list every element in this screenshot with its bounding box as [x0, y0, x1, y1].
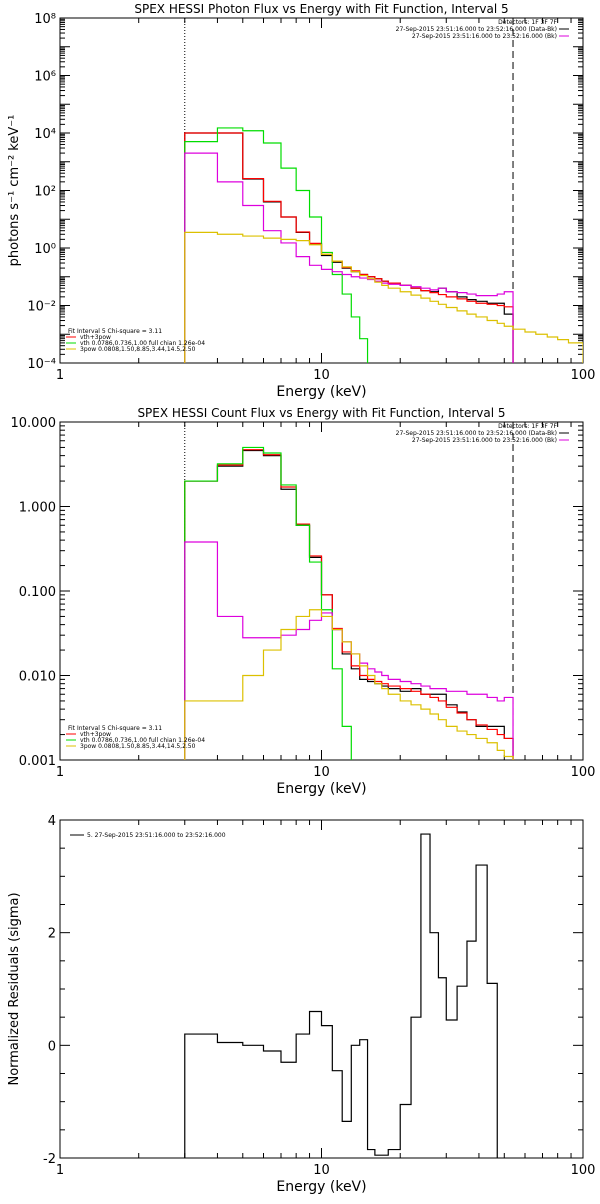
series-bk — [184, 152, 514, 363]
y-axis-label: photons s⁻¹ cm⁻² keV⁻¹ — [7, 115, 22, 267]
legend-entry: 27-Sep-2015 23:51:16.000 to 23:52:16.000… — [396, 430, 557, 437]
legend-entry: 3pow 0.0808,1.50,8.85,3.44,14.5,2.50 — [80, 743, 196, 750]
series-3pow — [184, 231, 583, 363]
legend-entry: 27-Sep-2015 23:51:16.000 to 23:52:16.000… — [396, 26, 557, 33]
y-tick-label: 0.100 — [19, 585, 56, 600]
y-tick-label: 0 — [48, 1039, 56, 1054]
series-group — [184, 833, 498, 1158]
y-tick-label: 4 — [48, 814, 56, 829]
legend-entry: Detectors: 1F 3F 7F — [498, 423, 557, 430]
y-tick-label: 1.000 — [19, 501, 56, 516]
series-5-27-sep-2015-23-51-16-000-to-23-52-16-000 — [184, 833, 498, 1158]
legend-entry: Fit Interval 5 Chi-square = 3.11 — [68, 725, 162, 732]
y-tick-label: 0.010 — [19, 670, 56, 685]
x-tick-label: 100 — [571, 765, 596, 780]
x-tick-label: 10 — [313, 765, 330, 780]
y-tick-label: 2 — [48, 927, 56, 942]
x-axis-ticks: 1 10 100 — [56, 422, 596, 780]
series-bk — [184, 541, 514, 760]
series-vth — [184, 127, 369, 363]
x-tick-label: 100 — [571, 1163, 596, 1178]
panel-1: SPEX HESSI Photon Flux vs Energy with Fi… — [7, 2, 595, 400]
y-tick-label: 10⁰ — [34, 242, 56, 257]
y-tick-label: 10.000 — [11, 416, 57, 431]
series-vth — [184, 446, 369, 760]
y-tick-label: 10² — [34, 185, 56, 200]
series-3pow — [184, 609, 514, 760]
legend-entry: vth+3pow — [80, 334, 111, 341]
y-tick-label: 0.001 — [19, 754, 56, 769]
x-axis-label: Energy (keV) — [276, 1179, 366, 1195]
y-tick-label: 10⁴ — [34, 127, 56, 142]
x-axis-label: Energy (keV) — [276, 384, 366, 400]
legend-entry: 3pow 0.0808,1.50,8.85,3.44,14.5,2.50 — [80, 346, 196, 353]
x-tick-label: 10 — [313, 1163, 330, 1178]
y-tick-label: 10⁻⁴ — [27, 357, 56, 372]
series-data-bk — [184, 132, 514, 363]
panel-2: SPEX HESSI Count Flux vs Energy with Fit… — [11, 406, 596, 797]
legend-entry: 27-Sep-2015 23:51:16.000 to 23:52:16.000… — [412, 437, 557, 444]
y-tick-label: 10⁻² — [27, 300, 56, 315]
legend-entry: vth+3pow — [80, 731, 111, 738]
x-axis-ticks: 1 10 100 — [56, 820, 596, 1178]
plot-frame — [59, 819, 584, 1159]
y-tick-label: -2 — [43, 1152, 56, 1167]
y-axis-ticks: 10⁻⁴ 10⁻² 10⁰ 10² 10⁴ 10⁶ 10⁸ — [27, 12, 583, 372]
legend-entry: Fit Interval 5 Chi-square = 3.11 — [68, 328, 162, 335]
y-tick-label: 10⁸ — [34, 12, 56, 27]
x-tick-label: 10 — [313, 368, 330, 383]
legend-entry: 27-Sep-2015 23:51:16.000 to 23:52:16.000… — [412, 33, 557, 40]
y-axis-label: Normalized Residuals (sigma) — [7, 892, 22, 1085]
legend-bottom: Fit Interval 5 Chi-square = 3.11vth+3pow… — [66, 725, 205, 750]
series-vth-3pow — [184, 132, 514, 363]
x-tick-label: 1 — [56, 1163, 64, 1178]
chart-title: SPEX HESSI Photon Flux vs Energy with Fi… — [134, 2, 508, 16]
x-tick-label: 1 — [56, 368, 64, 383]
y-axis-ticks: 0.001 0.010 0.100 1.000 10.000 — [11, 416, 583, 769]
series-vth-3pow — [184, 449, 514, 760]
legend-bottom: Fit Interval 5 Chi-square = 3.11vth+3pow… — [66, 328, 205, 353]
legend-entry: Detectors: 1F 3F 7F — [498, 19, 557, 26]
legend-top: 5. 27-Sep-2015 23:51:16.000 to 23:52:16.… — [70, 832, 226, 839]
series-group — [184, 127, 583, 363]
legend-entry: 5. 27-Sep-2015 23:51:16.000 to 23:52:16.… — [87, 832, 226, 839]
series-group — [184, 446, 514, 760]
x-tick-label: 1 — [56, 765, 64, 780]
y-axis-ticks: -2 0 2 4 — [43, 814, 583, 1167]
legend-entry: vth 0.0786,0.736,1.00 full chian 1.26e-0… — [80, 340, 205, 347]
chart-title: SPEX HESSI Count Flux vs Energy with Fit… — [137, 406, 505, 420]
y-tick-label: 10⁶ — [34, 70, 56, 85]
x-axis-label: Energy (keV) — [276, 781, 366, 797]
legend-entry: vth 0.0786,0.736,1.00 full chian 1.26e-0… — [80, 737, 205, 744]
x-axis-ticks: 1 10 100 — [56, 18, 596, 383]
x-tick-label: 100 — [571, 368, 596, 383]
panel-3: 1 10 100 -2 0 2 4 Energy (keV) Normalized Residu… — [7, 814, 595, 1195]
